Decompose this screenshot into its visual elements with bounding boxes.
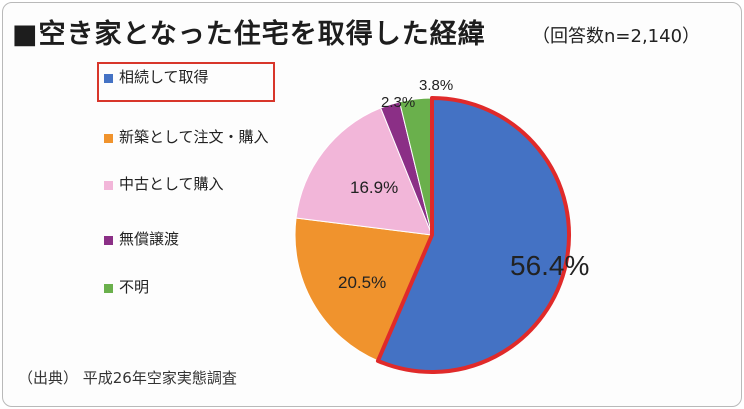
legend-swatch [104, 74, 113, 83]
legend-label: 中古として購入 [119, 175, 224, 193]
legend-item-new-build: 新築として注文・購入 [104, 128, 289, 147]
pie-slice [294, 217, 433, 362]
legend-item-used: 中古として購入 [104, 175, 289, 194]
legend-label: 相続して取得 [119, 68, 209, 86]
slice-value-label: 3.8% [419, 77, 453, 94]
legend-item-free-transfer: 無償譲渡 [104, 230, 289, 249]
source-note: （出典） 平成26年空家実態調査 [18, 369, 237, 387]
slice-value-label: 16.9% [350, 178, 398, 197]
legend-item-inheritance: 相続して取得 [104, 68, 289, 87]
legend-swatch [104, 181, 113, 190]
legend-label: 新築として注文・購入 [119, 128, 269, 146]
legend-label: 不明 [119, 278, 150, 296]
sample-size: （回答数n=2,140） [532, 26, 701, 47]
legend-swatch [104, 134, 113, 143]
pie-slice [295, 107, 433, 236]
slice-highlight [375, 96, 571, 374]
slice-value-label: 2.3% [381, 94, 415, 111]
legend-item-unknown: 不明 [104, 278, 289, 297]
legend-swatch [104, 236, 113, 245]
legend-label: 無償譲渡 [119, 230, 180, 248]
slice-value-label: 20.5% [338, 273, 386, 292]
slice-value-label: 56.4% [510, 250, 589, 281]
legend-highlight-box [97, 62, 275, 102]
legend-swatch [104, 284, 113, 293]
chart-title: ■空き家となった住宅を取得した経緯 [12, 19, 486, 50]
